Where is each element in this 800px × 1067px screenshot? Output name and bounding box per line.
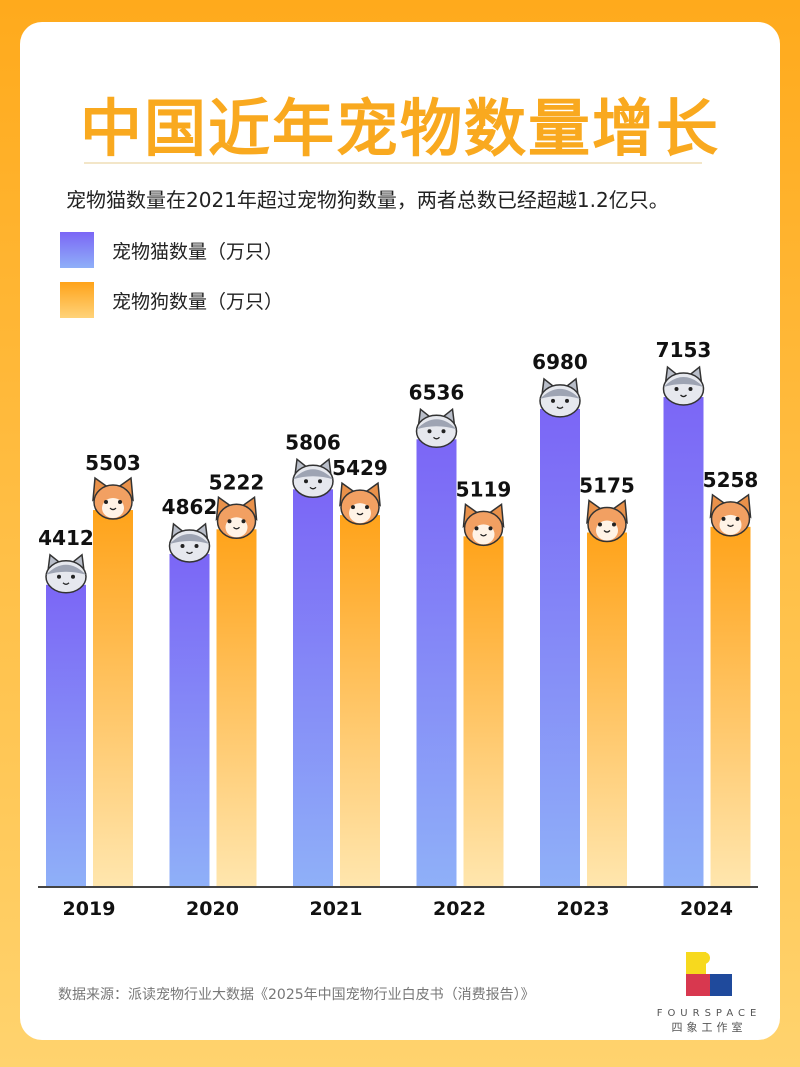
data-label: 7153 bbox=[656, 338, 712, 362]
dog-bar-2024 bbox=[710, 526, 751, 887]
puzzle-logo-icon bbox=[686, 952, 732, 996]
data-label: 5175 bbox=[579, 474, 635, 498]
dog-bar-2019 bbox=[93, 510, 133, 887]
cat-face-icon bbox=[292, 457, 334, 499]
data-label: 5503 bbox=[85, 451, 141, 475]
cat-bar-2022 bbox=[416, 439, 457, 887]
legend-label-dog: 宠物狗数量（万只） bbox=[112, 290, 284, 313]
legend-dog: 宠物狗数量（万只） bbox=[60, 282, 283, 318]
x-tick-label: 2020 bbox=[186, 898, 239, 920]
cat-bar-2020 bbox=[169, 553, 210, 887]
dog-bar-2022 bbox=[463, 536, 504, 887]
data-label: 4862 bbox=[162, 495, 218, 519]
dog-face-icon bbox=[215, 495, 258, 540]
cat-bar-2019 bbox=[46, 584, 86, 887]
data-label: 5222 bbox=[209, 470, 265, 494]
legend-cat: 宠物猫数量（万只） bbox=[60, 232, 283, 268]
divider bbox=[84, 162, 702, 164]
logo: FOURSPACE 四象工作室 bbox=[654, 950, 764, 1035]
cat-bar-2023 bbox=[540, 408, 580, 887]
data-label: 5119 bbox=[456, 477, 512, 501]
dog-face-icon bbox=[586, 499, 628, 543]
dog-face-icon bbox=[339, 481, 381, 525]
cat-bar-2021 bbox=[293, 489, 333, 887]
dog-face-icon bbox=[709, 493, 752, 537]
dog-face-icon bbox=[462, 502, 505, 547]
data-label: 5806 bbox=[285, 430, 341, 454]
data-label: 6536 bbox=[409, 380, 465, 404]
card bbox=[20, 22, 780, 1040]
dog-face-icon bbox=[92, 476, 134, 520]
x-tick-label: 2022 bbox=[433, 898, 486, 920]
dog-bar-2021 bbox=[340, 515, 380, 887]
x-tick-label: 2019 bbox=[63, 898, 116, 920]
data-label: 6980 bbox=[532, 350, 588, 374]
legend-label-cat: 宠物猫数量（万只） bbox=[112, 240, 284, 263]
cat-bar-2024 bbox=[663, 397, 704, 887]
data-label: 4412 bbox=[38, 526, 94, 550]
cat-face-icon bbox=[539, 377, 581, 418]
legend-swatch-cat bbox=[60, 232, 94, 268]
source-note: 数据来源：派读宠物行业大数据《2025年中国宠物行业白皮书（消费报告）》 bbox=[58, 987, 535, 1003]
cat-face-icon bbox=[168, 522, 211, 563]
x-tick-label: 2023 bbox=[557, 898, 610, 920]
cat-face-icon bbox=[662, 365, 705, 406]
logo-text-cn: 四象工作室 bbox=[671, 1021, 747, 1034]
logo-text-en: FOURSPACE bbox=[656, 1008, 762, 1019]
dog-bar-2020 bbox=[216, 529, 257, 887]
cat-face-icon bbox=[415, 407, 458, 449]
x-tick-label: 2021 bbox=[310, 898, 363, 920]
dog-bar-2023 bbox=[587, 532, 627, 887]
subtitle: 宠物猫数量在2021年超过宠物狗数量，两者总数已经超越1.2亿只。 bbox=[66, 188, 669, 212]
legend-swatch-dog bbox=[60, 282, 94, 318]
page-title: 中国近年宠物数量增长 bbox=[79, 92, 720, 165]
x-tick-label: 2024 bbox=[680, 898, 733, 920]
data-label: 5429 bbox=[332, 456, 388, 480]
data-label: 5258 bbox=[703, 468, 759, 492]
cat-face-icon bbox=[45, 553, 87, 594]
